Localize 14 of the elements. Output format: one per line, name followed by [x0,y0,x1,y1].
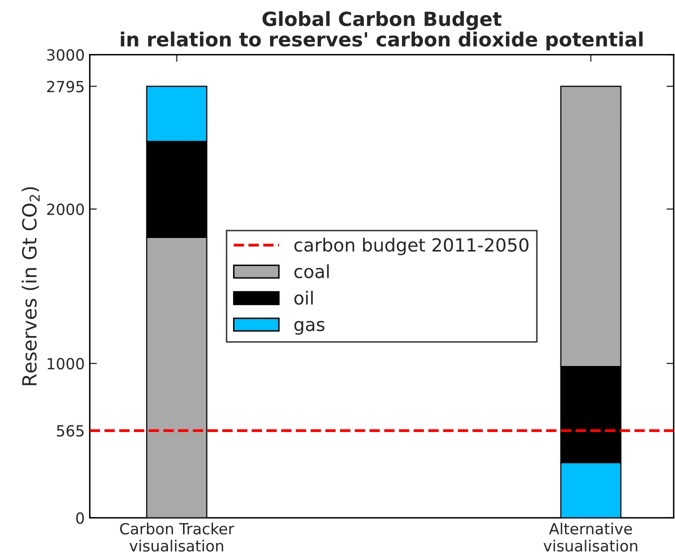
y-tick-label: 0 [76,512,84,524]
legend-label: carbon budget 2011-2050 [294,238,528,256]
legend-label: gas [294,320,324,335]
y-axis-title: Reserves (in Gt CO$_{2}$) [22,187,40,386]
chart-title: Global Carbon Budget in relation to reserves' carbon dioxide potential [120,11,643,50]
y-tick-label: 2000 [47,204,84,216]
legend-label: coal [294,264,329,278]
y-tick-label: 2795 [47,80,84,92]
x-tick-label: Alternative visualisation [544,522,638,552]
y-tick-label: 1000 [48,358,84,370]
legend-label: oil [294,290,313,305]
y-tick-label: 3000 [47,49,84,61]
x-tick-label: Carbon Tracker visualisation [120,522,234,552]
y-tick-label: 565 [56,425,84,437]
